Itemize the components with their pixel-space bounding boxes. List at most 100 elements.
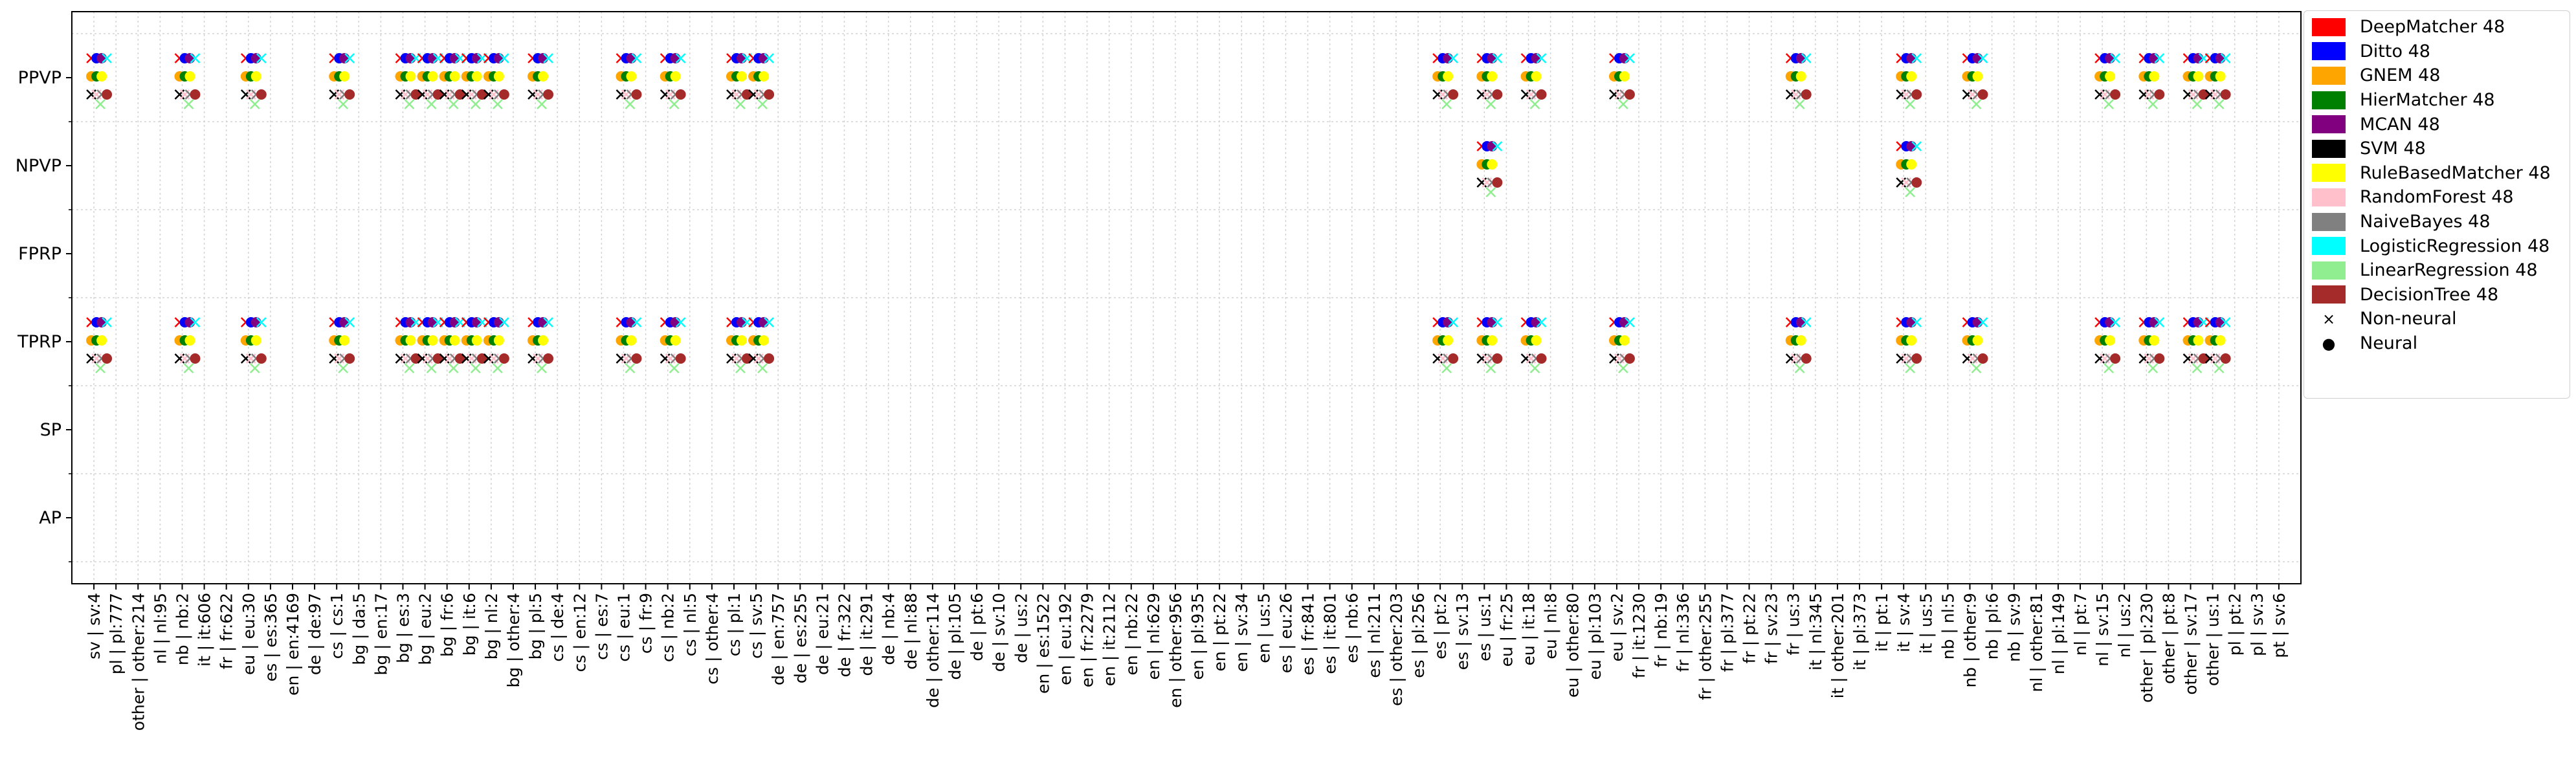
data-point (432, 89, 443, 100)
data-point (1619, 317, 1630, 327)
x-tick-label: nb | sv:9 (2005, 593, 2024, 662)
data-point (427, 317, 438, 327)
data-point (675, 53, 686, 63)
x-tick-label: de | nb:4 (880, 593, 898, 665)
data-point (1795, 317, 1806, 327)
data-point (1972, 335, 1983, 346)
data-point (1492, 89, 1503, 100)
data-point (1795, 335, 1806, 346)
x-tick-label: es | pl:256 (1409, 593, 1428, 678)
data-point (2149, 53, 2160, 63)
data-point (466, 89, 477, 100)
data-point (184, 71, 195, 82)
data-point (2104, 99, 2114, 109)
data-point (759, 71, 770, 82)
data-point (448, 363, 459, 373)
data-point (1795, 53, 1806, 63)
data-point (96, 335, 107, 346)
data-point (764, 53, 774, 63)
data-point (660, 353, 671, 364)
y-axis: PPVP NPVP FPRP TPRP SP AP (16, 68, 72, 562)
data-point (410, 353, 421, 364)
data-point (2105, 335, 2116, 346)
data-point (2148, 99, 2159, 109)
data-point (1624, 89, 1635, 100)
data-point (102, 317, 112, 327)
data-point (344, 53, 355, 63)
legend-label: DecisionTree 48 (2360, 284, 2499, 305)
marks-layer (86, 53, 2231, 373)
data-point (625, 99, 636, 109)
x-tick-label: fr | pt:22 (1740, 593, 1759, 663)
data-point (631, 89, 642, 100)
data-point (2138, 353, 2149, 364)
data-point (1485, 363, 1496, 373)
legend-label: Neural (2360, 333, 2418, 354)
x-tick-label: fr | us:3 (1784, 593, 1803, 656)
x-tick-label: it | us:5 (1916, 593, 1935, 654)
x-tick-label: pl | sv:3 (2248, 593, 2267, 656)
data-point (538, 71, 549, 82)
data-point (2210, 89, 2221, 100)
data-point (741, 353, 752, 364)
data-point (1619, 71, 1630, 82)
data-point (426, 363, 437, 373)
legend-swatch (2312, 188, 2346, 206)
data-point (2193, 335, 2204, 346)
data-point (344, 317, 355, 327)
x-tick-label: cs | nl:5 (681, 593, 700, 656)
data-point (1790, 353, 1801, 364)
x-tick-label: bg | es:3 (394, 593, 412, 663)
data-point (1801, 89, 1812, 100)
data-point (395, 89, 406, 100)
data-point (621, 89, 632, 100)
x-tick-label: cs | sv:5 (747, 593, 766, 659)
data-point (339, 71, 350, 82)
legend-entry: MCAN 48 (2304, 112, 2570, 137)
data-point (250, 335, 261, 346)
data-point (1911, 177, 1922, 188)
data-point (432, 353, 443, 364)
x-tick-label: cs | es:7 (592, 593, 611, 660)
data-point (1492, 53, 1503, 63)
data-point (675, 89, 686, 100)
data-point (471, 317, 482, 327)
x-tick-label: fr | pl:377 (1718, 593, 1737, 672)
data-point (405, 71, 416, 82)
data-point (1492, 317, 1503, 327)
data-point (1977, 317, 1988, 327)
data-point (2100, 353, 2110, 364)
legend-entry: LinearRegression 48 (2304, 258, 2570, 283)
data-point (625, 363, 636, 373)
data-point (492, 363, 503, 373)
data-point (1896, 177, 1907, 188)
data-point (1536, 353, 1547, 364)
data-point (1614, 353, 1625, 364)
data-point (183, 363, 194, 373)
legend-swatch (2312, 139, 2346, 158)
legend-label: Non-neural (2360, 309, 2457, 329)
legend-swatch (2312, 285, 2346, 304)
data-point (626, 71, 637, 82)
data-point (731, 353, 742, 364)
x-tick-label: it | nl:345 (1806, 593, 1825, 670)
x-tick-label: de | eu:21 (813, 593, 832, 675)
data-point (2188, 89, 2199, 100)
data-point (726, 89, 737, 100)
data-point (2149, 71, 2160, 82)
legend-entry: GNEM 48 (2304, 63, 2570, 88)
x-tick-label: es | sv:13 (1453, 593, 1472, 670)
data-point (1485, 99, 1496, 109)
data-point (665, 89, 676, 100)
data-point (493, 317, 504, 327)
data-point (454, 353, 465, 364)
data-point (759, 53, 770, 63)
legend-label: RandomForest 48 (2360, 187, 2514, 208)
data-point (250, 71, 261, 82)
x-tick-label: es | nl:211 (1365, 593, 1384, 678)
legend-entry: ● Neural (2304, 331, 2570, 356)
grid-layer (72, 12, 2301, 584)
x-tick-label: cs | nb:2 (659, 593, 678, 662)
x-tick-label: de | sv:10 (990, 593, 1008, 672)
data-point (256, 89, 267, 100)
